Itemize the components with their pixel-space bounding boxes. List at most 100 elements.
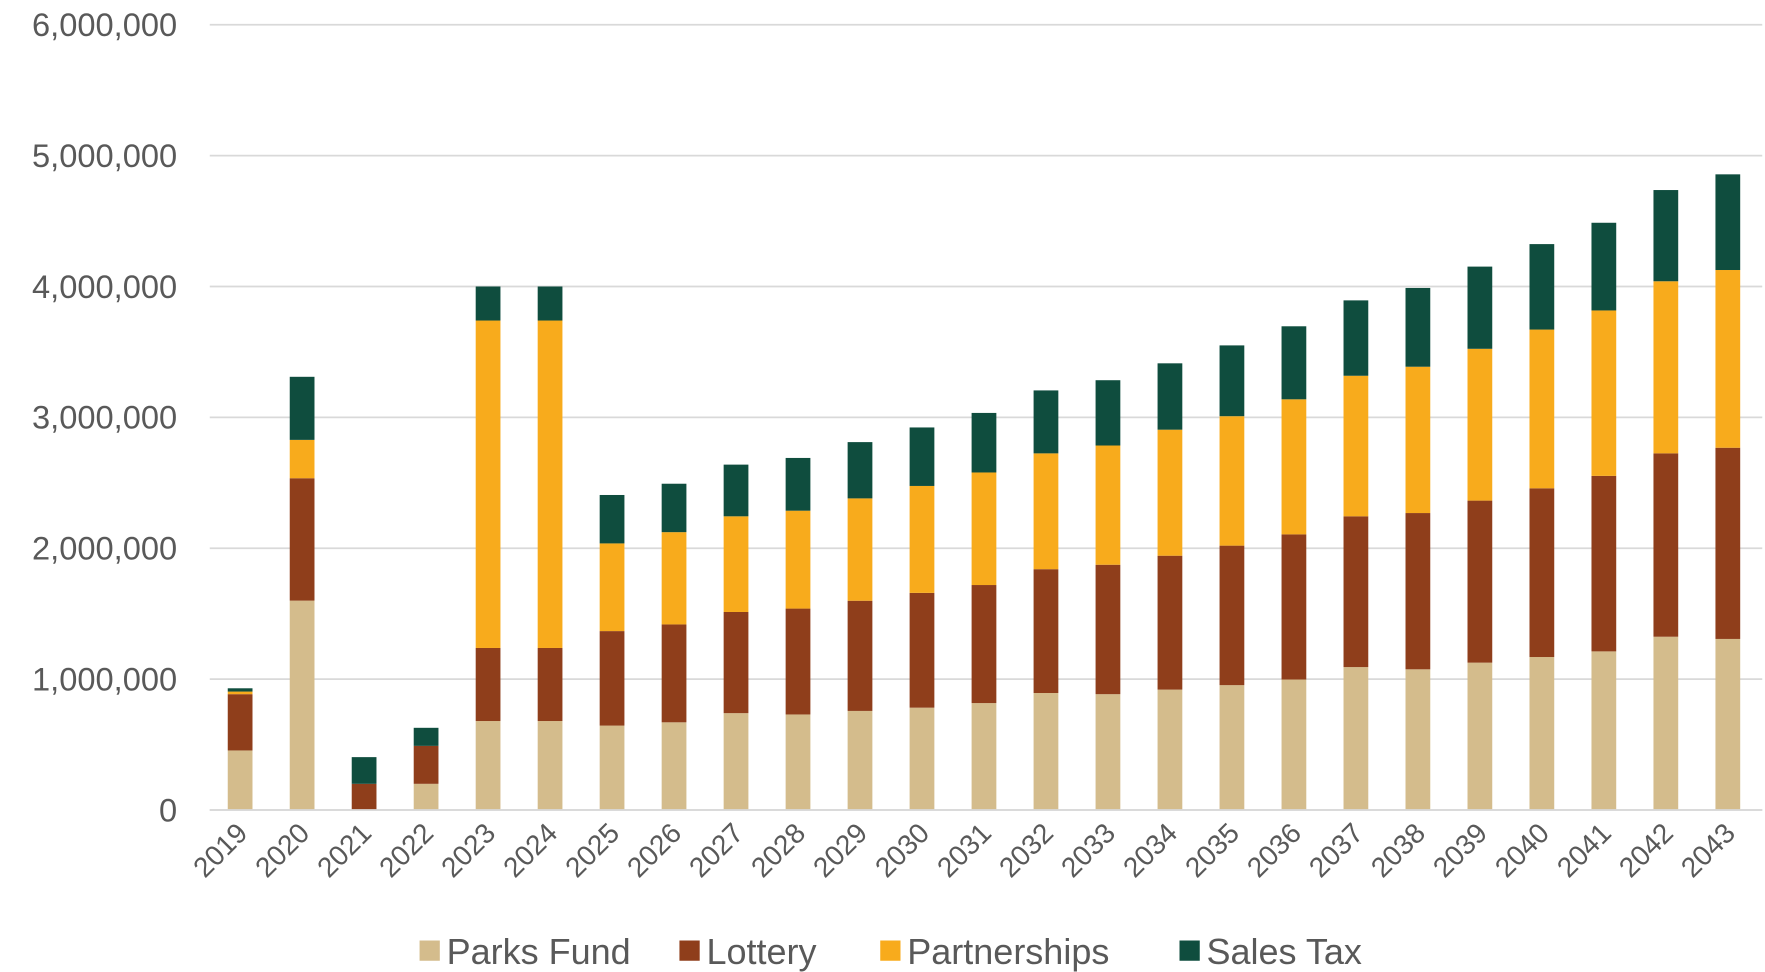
x-tick-label: 2031	[931, 817, 997, 883]
bar-segment	[1405, 287, 1431, 367]
bar-segment	[1653, 636, 1679, 810]
bar-segment	[1405, 669, 1431, 810]
bar-segment	[1219, 685, 1245, 810]
bar-segment	[1033, 569, 1059, 693]
bar-segment	[785, 510, 811, 609]
bar-segment	[1343, 375, 1369, 517]
bar-segment	[227, 688, 253, 692]
y-tick-label: 2,000,000	[32, 530, 177, 567]
legend-swatch	[679, 940, 700, 961]
bar-segment	[847, 710, 873, 810]
bar-segment	[475, 647, 501, 722]
bar-segment	[661, 532, 687, 625]
bar-segment	[1033, 390, 1059, 454]
bar-segment	[413, 783, 439, 810]
bar-segment	[1653, 453, 1679, 637]
x-tick-label: 2039	[1427, 817, 1493, 883]
bar-segment	[1281, 534, 1307, 680]
bar-segment	[599, 543, 625, 632]
y-tick-label: 6,000,000	[32, 6, 177, 43]
x-tick-label: 2034	[1117, 817, 1183, 883]
bar-segment	[475, 721, 501, 810]
bar-segment	[1467, 348, 1493, 501]
bar-segment	[227, 750, 253, 810]
bar-segment	[227, 691, 253, 695]
x-tick-label: 2036	[1241, 817, 1307, 883]
bar-segment	[1653, 281, 1679, 454]
x-tick-label: 2037	[1303, 817, 1369, 883]
x-tick-label: 2022	[373, 817, 439, 883]
bar-segment	[909, 592, 935, 708]
bar-segment	[1591, 475, 1617, 652]
bar-segment	[537, 286, 563, 321]
legend-swatch	[880, 940, 901, 961]
bar-segment	[1281, 679, 1307, 810]
bar-segment	[1281, 399, 1307, 535]
bar-segment	[1715, 174, 1741, 271]
bar-segment	[1529, 488, 1555, 658]
bar-segment	[1529, 329, 1555, 489]
x-tick-label: 2040	[1489, 817, 1555, 883]
bar-segment	[785, 457, 811, 511]
x-tick-label: 2028	[745, 817, 811, 883]
bar-segment	[1467, 500, 1493, 663]
x-tick-label: 2042	[1613, 817, 1679, 883]
legend-label: Lottery	[706, 931, 816, 972]
bar-segment	[971, 703, 997, 810]
x-tick-label: 2021	[311, 817, 377, 883]
bar-segment	[1591, 651, 1617, 810]
x-tick-label: 2038	[1365, 817, 1431, 883]
bar-segment	[1529, 244, 1555, 330]
bar-segment	[1467, 662, 1493, 810]
bar-segment	[847, 498, 873, 601]
bar-segment	[1653, 190, 1679, 282]
bar-segment	[1343, 300, 1369, 376]
bar-segment	[1033, 453, 1059, 570]
bar-segment	[1405, 513, 1431, 670]
bar-segment	[1157, 363, 1183, 430]
bar-segment	[723, 516, 749, 612]
bar-segment	[909, 707, 935, 810]
bar-segment	[1591, 310, 1617, 476]
bar-segment	[723, 611, 749, 714]
bar-segment	[1095, 564, 1121, 695]
bar-segment	[1467, 266, 1493, 349]
bar-segment	[289, 478, 315, 601]
y-tick-label: 3,000,000	[32, 399, 177, 436]
bar-segment	[413, 745, 439, 784]
bar-segment	[661, 624, 687, 723]
bar-segment	[1219, 416, 1245, 546]
bar-segment	[909, 485, 935, 593]
bar-segment	[1157, 555, 1183, 690]
bar-segment	[599, 725, 625, 810]
legend-label: Sales Tax	[1207, 931, 1362, 972]
bar-segment	[1281, 326, 1307, 400]
bar-segment	[289, 600, 315, 810]
bar-segment	[909, 427, 935, 486]
bar-segment	[537, 721, 563, 810]
bar-segment	[1219, 345, 1245, 417]
x-tick-label: 2023	[435, 817, 501, 883]
x-tick-label: 2027	[683, 817, 749, 883]
x-tick-label: 2030	[869, 817, 935, 883]
bar-segment	[785, 714, 811, 810]
bar-segment	[1033, 692, 1059, 810]
bar-segment	[723, 464, 749, 517]
bar-segment	[1591, 222, 1617, 311]
bar-segment	[1529, 657, 1555, 810]
bar-segment	[1219, 545, 1245, 686]
bar-segment	[971, 472, 997, 586]
y-tick-label: 4,000,000	[32, 268, 177, 305]
y-tick-label: 1,000,000	[32, 660, 177, 697]
bar-segment	[537, 647, 563, 722]
x-tick-label: 2024	[497, 817, 563, 883]
x-tick-label: 2020	[249, 817, 315, 883]
bar-segment	[1343, 516, 1369, 668]
legend-swatch	[419, 940, 440, 961]
bar-segment	[351, 757, 377, 784]
y-tick-label: 0	[159, 791, 177, 828]
bar-segment	[1343, 667, 1369, 810]
x-tick-label: 2025	[559, 817, 625, 883]
